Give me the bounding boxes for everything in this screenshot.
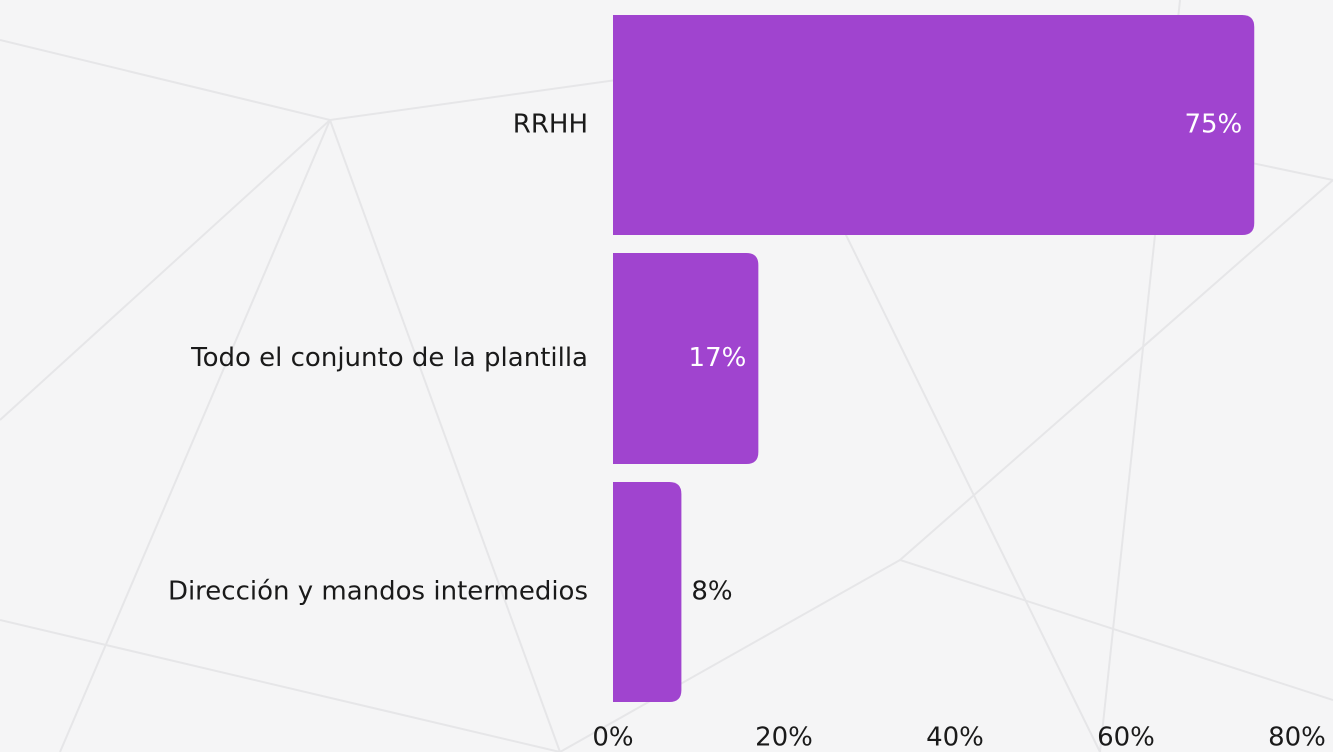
x-tick-label: 60% [1097,723,1155,752]
x-tick-label: 0% [592,723,633,752]
value-label: 17% [689,343,747,373]
value-label: 75% [1184,110,1242,140]
x-tick-label: 80% [1268,723,1326,752]
bar [613,15,1255,235]
category-label: Dirección y mandos intermedios [168,577,588,607]
category-label: RRHH [513,110,588,140]
bar [613,482,682,702]
category-label: Todo el conjunto de la plantilla [190,343,588,373]
bar [613,253,759,464]
x-tick-label: 40% [926,723,984,752]
x-tick-label: 20% [755,723,813,752]
value-label: 8% [691,577,732,607]
